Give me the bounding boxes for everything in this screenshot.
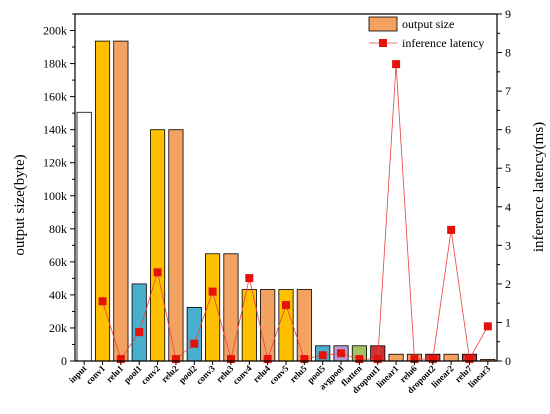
x-tick-label-relu5: relu5 bbox=[288, 363, 309, 384]
y-tick-label: 60k bbox=[49, 255, 67, 269]
latency-point-conv3 bbox=[208, 287, 217, 296]
latency-point-pool1 bbox=[135, 328, 144, 337]
bar-input bbox=[76, 111, 92, 362]
axes-group: 0 20k 40k 60k 80k 100k 120k 140k 160k 180k 200k 0 1 2… bbox=[43, 7, 511, 395]
y-axis-title: output size(byte) bbox=[12, 154, 28, 255]
y2-tick-label: 4 bbox=[505, 200, 511, 214]
bar-conv3 bbox=[205, 253, 221, 362]
bar-linear2 bbox=[443, 353, 459, 362]
y2-tick-label: 5 bbox=[505, 161, 511, 175]
x-tick-label-relu1: relu1 bbox=[104, 363, 125, 384]
bar-linear1 bbox=[388, 353, 404, 362]
y2-tick-label: 1 bbox=[505, 315, 511, 329]
bar-relu2 bbox=[168, 129, 184, 362]
latency-point-relu1 bbox=[116, 355, 125, 364]
y-tick-label: 100k bbox=[43, 189, 67, 203]
y-tick-label: 140k bbox=[43, 123, 67, 137]
legend-bar-swatch bbox=[368, 16, 398, 32]
bar-conv1 bbox=[94, 40, 111, 362]
latency-point-relu7 bbox=[465, 355, 474, 364]
y-tick-label: 0 bbox=[61, 354, 67, 368]
x-tick-label-conv1: conv1 bbox=[84, 363, 107, 386]
y2-tick-label: 8 bbox=[505, 46, 511, 60]
x-tick-label-conv4: conv4 bbox=[231, 363, 254, 386]
bar-conv5 bbox=[278, 289, 294, 362]
latency-line bbox=[102, 64, 489, 361]
y-tick-label: 40k bbox=[49, 288, 67, 302]
latency-point-pool5 bbox=[318, 351, 327, 360]
latency-point-linear2 bbox=[447, 225, 456, 234]
y-tick-label: 180k bbox=[43, 57, 67, 71]
y2-tick-label: 3 bbox=[505, 238, 511, 252]
x-tick-label-relu2: relu2 bbox=[159, 363, 180, 384]
bar-conv2 bbox=[150, 129, 166, 362]
latency-point-relu3 bbox=[226, 355, 235, 364]
latency-point-relu4 bbox=[263, 355, 272, 364]
y-tick-label: 160k bbox=[43, 90, 67, 104]
latency-point-conv5 bbox=[282, 301, 290, 310]
y2-tick-label: 7 bbox=[505, 84, 511, 98]
legend-marker-swatch bbox=[379, 39, 387, 47]
latency-point-conv4 bbox=[245, 274, 254, 283]
x-tick-label-conv3: conv3 bbox=[194, 363, 217, 386]
latency-point-conv1 bbox=[98, 297, 107, 306]
legend-label-inference-latency: inference latency bbox=[402, 36, 484, 50]
legend: output size inference latency bbox=[368, 16, 484, 50]
latency-point-avgpool bbox=[337, 349, 346, 358]
bar-relu3 bbox=[223, 253, 239, 362]
bar-relu1 bbox=[113, 40, 129, 362]
bars-group bbox=[76, 40, 496, 362]
y-tick-label: 120k bbox=[43, 156, 67, 170]
latency-point-dropout1 bbox=[373, 355, 382, 364]
latency-point-pool2 bbox=[190, 339, 199, 348]
latency-point-relu5 bbox=[300, 355, 309, 364]
y-tick-label: 80k bbox=[49, 222, 67, 236]
y2-tick-label: 9 bbox=[505, 7, 511, 21]
y2-axis-title: inference latency(ms) bbox=[531, 122, 547, 252]
latency-line-group bbox=[98, 60, 492, 364]
legend-label-output-size: output size bbox=[402, 17, 454, 31]
latency-point-conv2 bbox=[153, 268, 162, 277]
latency-point-relu6 bbox=[410, 355, 419, 364]
y2-tick-label: 2 bbox=[505, 277, 511, 291]
x-tick-label-conv2: conv2 bbox=[139, 363, 162, 386]
latency-point-flatten bbox=[355, 355, 364, 364]
bar-pool2 bbox=[186, 306, 202, 362]
latency-point-dropout2 bbox=[428, 355, 437, 364]
bar-pool1 bbox=[131, 283, 147, 362]
y-tick-label: 20k bbox=[49, 321, 67, 335]
y2-tick-label: 0 bbox=[505, 354, 511, 368]
latency-point-relu2 bbox=[171, 355, 180, 364]
bar-relu4 bbox=[260, 289, 276, 362]
y-tick-label: 200k bbox=[43, 24, 67, 38]
latency-point-linear1 bbox=[392, 60, 401, 69]
bar-relu5 bbox=[296, 289, 312, 362]
latency-point-linear3 bbox=[483, 322, 492, 331]
y2-tick-label: 6 bbox=[505, 123, 511, 137]
x-tick-label-conv5: conv5 bbox=[267, 363, 290, 386]
